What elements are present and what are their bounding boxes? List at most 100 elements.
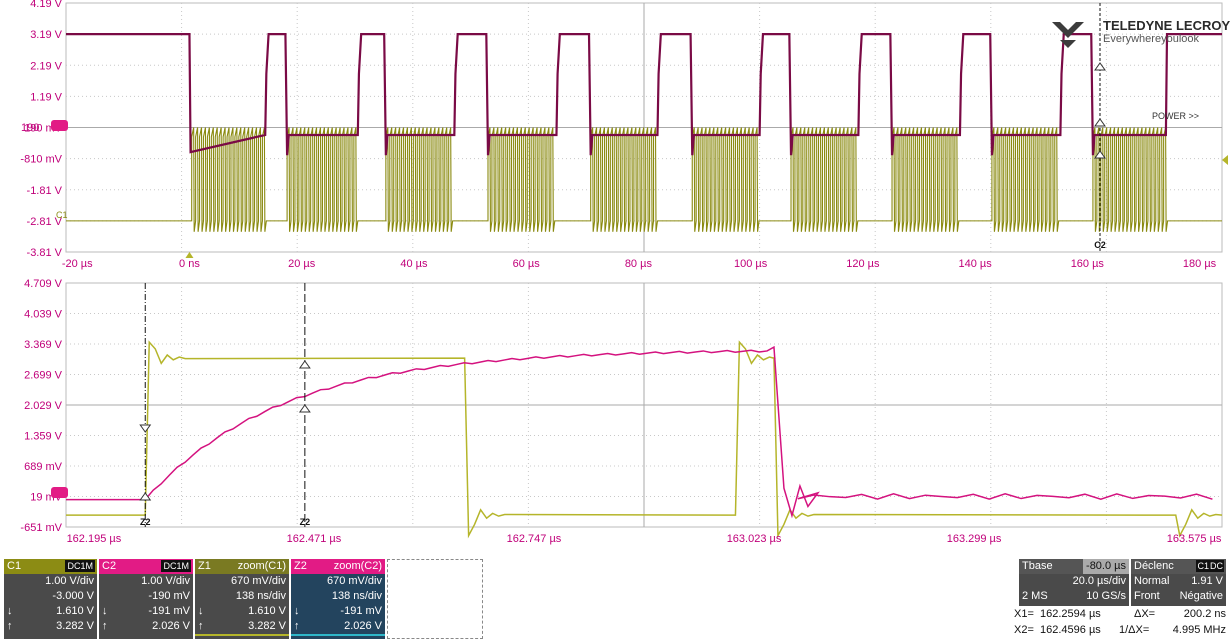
z1-cursor-down: 1.610 V xyxy=(248,605,286,617)
cursor-arrow-icon[interactable] xyxy=(298,404,311,413)
brand-tagline: Everywhereyoulook xyxy=(1103,33,1199,45)
z2-cursor-down: -191 mV xyxy=(340,605,382,617)
overview-ytick-label: -810 mV xyxy=(20,154,62,166)
tbase-rate: 10 GS/s xyxy=(1086,590,1126,602)
c2-cursor-up: 2.026 V xyxy=(152,620,190,632)
zoom-cursor-label: Z2 xyxy=(140,517,151,527)
z2-vdiv: 670 mV/div xyxy=(326,575,382,587)
zoom-xtick-label: 163.299 µs xyxy=(947,533,1002,545)
c1-offset-marker[interactable]: C1 xyxy=(56,210,68,220)
zoom-ytick-label: -651 mV xyxy=(20,522,62,534)
zoom-xtick-label: 163.575 µs xyxy=(1167,533,1222,545)
z1-vdiv: 670 mV/div xyxy=(230,575,286,587)
zoom-cursor-label: Z2 xyxy=(300,517,311,527)
c1-coupling-chip: DC1M xyxy=(65,560,95,572)
c2-descriptor-box[interactable]: C2 DC1M 1.00 V/div -190 mV ↓ -191 mV ↑ 2.02… xyxy=(99,559,193,639)
zoom-ytick-label: 1.359 V xyxy=(24,431,63,443)
zoom-ytick-label: 2.699 V xyxy=(24,370,63,382)
z2-trace xyxy=(66,345,1213,519)
z2-tdiv: 138 ns/div xyxy=(331,590,382,602)
trigger-box[interactable]: Déclenc C1 DC Normal 1.91 V Front Négative xyxy=(1131,559,1226,606)
c1-cursor-down: 1.610 V xyxy=(56,605,94,617)
trigger-coupling-chip: DC xyxy=(1209,560,1224,572)
c2-cursor-down: -191 mV xyxy=(148,605,190,617)
zoom-ytick-label: 689 mV xyxy=(24,461,63,473)
overview-xtick-label: 140 µs xyxy=(958,258,992,270)
tbase-delay: -80.0 µs xyxy=(1083,559,1129,574)
trigger-mode: Normal xyxy=(1134,575,1170,587)
overview-ytick-label: 1.19 V xyxy=(30,91,62,103)
c1-cursor-up: 3.282 V xyxy=(56,620,94,632)
zoom-ytick-label: 3.369 V xyxy=(24,339,63,351)
overview-xtick-label: 100 µs xyxy=(734,258,768,270)
overview-xtick-label: 80 µs xyxy=(625,258,653,270)
logo-mark-icon xyxy=(1052,22,1084,38)
trigger-slope: Négative xyxy=(1179,590,1223,602)
cursor-arrow-icon[interactable] xyxy=(1094,62,1106,71)
c2-offset-marker[interactable]: 190 xyxy=(21,120,68,134)
teledyne-logo: TELEDYNE LECROY Everywhereyoulook xyxy=(1052,18,1230,48)
z2-source: zoom(C2) xyxy=(333,560,382,572)
zoom-ytick-label: 4.039 V xyxy=(24,309,63,321)
z1-trace xyxy=(66,340,1223,539)
cursor-arrow-icon[interactable] xyxy=(298,360,311,369)
trigger-level: 1.91 V xyxy=(1191,575,1223,587)
overview-ytick-label: 2.19 V xyxy=(30,60,62,72)
svg-text:C1: C1 xyxy=(56,210,68,220)
z1-label: Z1 xyxy=(198,560,211,572)
timebase-box[interactable]: Tbase -80.0 µs 20.0 µs/div 2 MS 10 GS/s xyxy=(1019,559,1129,606)
z2-cursor-up: 2.026 V xyxy=(344,620,382,632)
zoom-traces: Z2 Z2 xyxy=(66,283,1223,539)
x1-readout: X1= 162.2594 µs xyxy=(1014,608,1101,620)
c1-descriptor-box[interactable]: C1 DC1M 1.00 V/div -3.000 V ↓ 1.610 V ↑ 3.2… xyxy=(4,559,97,639)
trigger-position-marker[interactable] xyxy=(185,252,194,258)
c2-label: C2 xyxy=(102,560,117,572)
tbase-label: Tbase xyxy=(1022,560,1053,572)
tbase-tdiv: 20.0 µs/div xyxy=(1072,575,1126,587)
overview-traces: C2 xyxy=(66,3,1222,258)
overview-xtick-label: 60 µs xyxy=(513,258,541,270)
empty-descriptor-slot[interactable] xyxy=(387,559,483,639)
trigger-level-marker[interactable] xyxy=(1222,155,1228,165)
zoom-xtick-label: 163.023 µs xyxy=(727,533,782,545)
trigger-label: Déclenc xyxy=(1134,560,1174,572)
cursor-arrow-icon[interactable] xyxy=(1094,118,1106,127)
zoom-ytick-label: 2.029 V xyxy=(24,400,63,412)
z2-descriptor-box[interactable]: Z2 zoom(C2) 670 mV/div 138 ns/div ↓ -191 m… xyxy=(291,559,385,639)
c2-offset: -190 mV xyxy=(148,590,190,602)
zoom-xtick-label: 162.195 µs xyxy=(67,533,122,545)
overview-xtick-label: 20 µs xyxy=(288,258,316,270)
trigger-type: Front xyxy=(1134,590,1160,602)
overview-xtick-label: 40 µs xyxy=(400,258,428,270)
dx-readout: ΔX= 200.2 ns xyxy=(1134,608,1226,620)
zoom-xtick-label: 162.471 µs xyxy=(287,533,342,545)
z1-descriptor-box[interactable]: Z1 zoom(C1) 670 mV/div 138 ns/div ↓ 1.610 … xyxy=(195,559,289,639)
c1-label: C1 xyxy=(7,560,22,572)
z1-source: zoom(C1) xyxy=(237,560,286,572)
power-label: POWER >> xyxy=(1152,111,1199,121)
c1-vdiv: 1.00 V/div xyxy=(45,575,94,587)
c1-trace xyxy=(66,127,1222,232)
zoom-c2-marker[interactable] xyxy=(51,487,68,498)
overview-xtick-label: 180 µs xyxy=(1183,258,1217,270)
overview-cursor-label: C2 xyxy=(1094,240,1106,250)
overview-xtick-label: -20 µs xyxy=(62,258,93,270)
zoom-xtick-label: 162.747 µs xyxy=(507,533,562,545)
z1-tdiv: 138 ns/div xyxy=(235,590,286,602)
zoom-ytick-label: 4.709 V xyxy=(24,278,63,290)
brand-name: TELEDYNE LECROY xyxy=(1103,18,1230,33)
overview-xtick-label: 0 ns xyxy=(179,258,200,270)
overview-ytick-label: 4.19 V xyxy=(30,0,62,10)
overview-ytick-label: -3.81 V xyxy=(27,247,63,259)
trigger-source-chip: C1 xyxy=(1196,560,1210,572)
c2-coupling-chip: DC1M xyxy=(161,560,191,572)
overview-ytick-label: -1.81 V xyxy=(27,185,63,197)
cursor-arrow-icon[interactable] xyxy=(139,492,152,501)
x2-readout: X2= 162.4596 µs xyxy=(1014,624,1101,636)
svg-text:190: 190 xyxy=(21,122,39,134)
overview-xtick-label: 120 µs xyxy=(846,258,880,270)
cursor-arrow-icon[interactable] xyxy=(139,424,152,433)
cursor-arrow-icon[interactable] xyxy=(1094,150,1106,159)
